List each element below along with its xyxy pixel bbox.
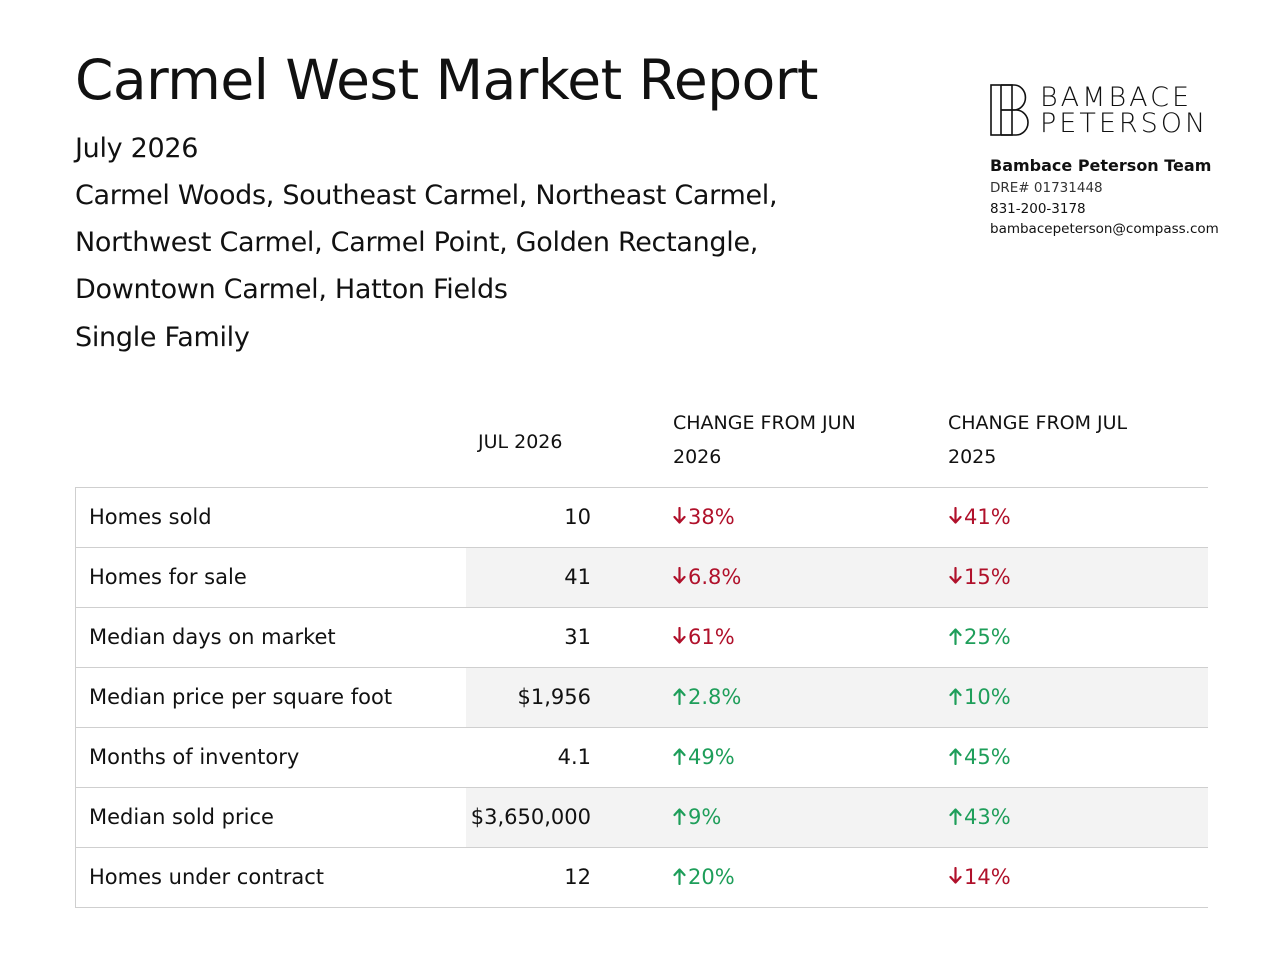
arrow-down-icon bbox=[949, 507, 962, 524]
row-shade bbox=[466, 788, 1208, 847]
row-label: Homes under contract bbox=[89, 865, 325, 889]
row-label: Median sold price bbox=[89, 805, 274, 829]
row-value: 4.1 bbox=[557, 745, 591, 769]
row-change-year: 25% bbox=[949, 608, 1011, 667]
row-change-month: 61% bbox=[673, 608, 735, 667]
table-row: Months of inventory 4.1 49% 45% bbox=[76, 728, 1208, 788]
row-change-year-value: 14% bbox=[964, 865, 1011, 889]
neighborhoods-line-2: Northwest Carmel, Carmel Point, Golden R… bbox=[75, 227, 759, 258]
row-change-month-value: 20% bbox=[688, 865, 735, 889]
row-change-year-value: 15% bbox=[964, 565, 1011, 589]
row-label: Median price per square foot bbox=[89, 685, 393, 709]
brand-logo: BAMBACE PETERSON bbox=[990, 82, 1210, 139]
row-shade bbox=[466, 548, 1208, 607]
row-change-month: 20% bbox=[673, 848, 735, 907]
row-change-month-value: 6.8% bbox=[688, 565, 742, 589]
header-change-month-line-2: 2026 bbox=[673, 446, 722, 468]
arrow-down-icon bbox=[949, 567, 962, 584]
row-change-year-value: 10% bbox=[964, 685, 1011, 709]
arrow-down-icon bbox=[673, 567, 686, 584]
row-change-month-value: 49% bbox=[688, 745, 735, 769]
neighborhoods-line-3: Downtown Carmel, Hatton Fields bbox=[75, 274, 508, 305]
row-shade bbox=[466, 668, 1208, 727]
row-label: Homes for sale bbox=[89, 565, 247, 589]
arrow-up-icon bbox=[949, 748, 962, 765]
row-change-year: 15% bbox=[949, 548, 1011, 607]
property-type: Single Family bbox=[75, 322, 250, 353]
table-row: Homes under contract 12 20% 14% bbox=[76, 848, 1208, 908]
arrow-down-icon bbox=[673, 507, 686, 524]
row-change-month: 49% bbox=[673, 728, 735, 787]
arrow-down-icon bbox=[673, 627, 686, 644]
row-change-year: 41% bbox=[949, 488, 1011, 547]
table-row: Homes sold 10 38% 41% bbox=[76, 488, 1208, 548]
report-title: Carmel West Market Report bbox=[75, 48, 819, 112]
logo-text-line-1: BAMBACE bbox=[1040, 82, 1193, 113]
logo-text-line-2: PETERSON bbox=[1040, 108, 1209, 139]
header-change-month: CHANGE FROM JUN 2026 bbox=[673, 406, 856, 474]
row-change-month: 6.8% bbox=[673, 548, 741, 607]
arrow-up-icon bbox=[673, 748, 686, 765]
header-change-year-line-1: CHANGE FROM JUL bbox=[948, 412, 1128, 434]
row-value: 12 bbox=[564, 865, 591, 889]
row-change-year: 14% bbox=[949, 848, 1011, 907]
logo-monogram-icon bbox=[990, 84, 1029, 136]
row-change-year: 43% bbox=[949, 788, 1011, 847]
header-change-month-line-1: CHANGE FROM JUN bbox=[673, 412, 856, 434]
row-value: 41 bbox=[564, 565, 591, 589]
row-change-month: 9% bbox=[673, 788, 721, 847]
row-value: 31 bbox=[564, 625, 591, 649]
row-label: Median days on market bbox=[89, 625, 336, 649]
arrow-up-icon bbox=[949, 808, 962, 825]
row-value: $3,650,000 bbox=[470, 805, 591, 829]
row-change-month: 38% bbox=[673, 488, 735, 547]
neighborhoods-line-1: Carmel Woods, Southeast Carmel, Northeas… bbox=[75, 180, 778, 211]
table-row: Median days on market 31 61% 25% bbox=[76, 608, 1208, 668]
header-change-year-line-2: 2025 bbox=[948, 446, 997, 468]
row-value: $1,956 bbox=[517, 685, 591, 709]
row-change-year-value: 41% bbox=[964, 505, 1011, 529]
row-change-year-value: 43% bbox=[964, 805, 1011, 829]
row-change-year-value: 45% bbox=[964, 745, 1011, 769]
arrow-up-icon bbox=[673, 868, 686, 885]
header-change-year: CHANGE FROM JUL 2025 bbox=[948, 406, 1127, 474]
email-address: bambacepeterson@compass.com bbox=[990, 221, 1219, 237]
table-row: Median sold price $3,650,000 9% 43% bbox=[76, 788, 1208, 848]
table-row: Median price per square foot $1,956 2.8% 10… bbox=[76, 668, 1208, 728]
report-period: July 2026 bbox=[75, 133, 199, 164]
row-change-year: 45% bbox=[949, 728, 1011, 787]
row-change-year-value: 25% bbox=[964, 625, 1011, 649]
row-label: Months of inventory bbox=[89, 745, 300, 769]
arrow-down-icon bbox=[949, 867, 962, 884]
row-change-month-value: 38% bbox=[688, 505, 735, 529]
row-change-year: 10% bbox=[949, 668, 1011, 727]
row-change-month-value: 9% bbox=[688, 805, 722, 829]
row-change-month: 2.8% bbox=[673, 668, 741, 727]
row-value: 10 bbox=[564, 505, 591, 529]
arrow-up-icon bbox=[949, 628, 962, 645]
dre-number: DRE# 01731448 bbox=[990, 180, 1103, 196]
arrow-up-icon bbox=[949, 688, 962, 705]
market-stats-table: Homes sold 10 38% 41% Homes for sale 41 6.8% 15… bbox=[75, 487, 1208, 908]
row-label: Homes sold bbox=[89, 505, 212, 529]
arrow-up-icon bbox=[673, 808, 686, 825]
table-row: Homes for sale 41 6.8% 15% bbox=[76, 548, 1208, 608]
phone-number: 831-200-3178 bbox=[990, 201, 1086, 217]
team-name: Bambace Peterson Team bbox=[990, 156, 1212, 175]
arrow-up-icon bbox=[673, 688, 686, 705]
row-change-month-value: 2.8% bbox=[688, 685, 742, 709]
row-change-month-value: 61% bbox=[688, 625, 735, 649]
header-current-month: JUL 2026 bbox=[478, 431, 563, 453]
